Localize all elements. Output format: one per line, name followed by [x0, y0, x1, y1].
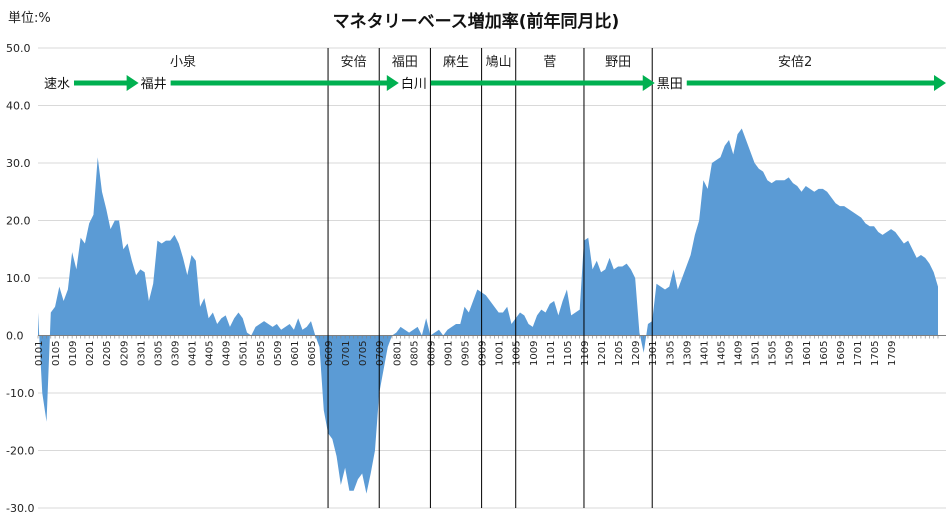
x-tick-label: 0401 [188, 341, 199, 366]
governor-arrow-head [126, 75, 139, 91]
governor-arrow-head [642, 75, 655, 91]
x-tick-label: 1505 [768, 341, 779, 366]
x-tick-label: 1201 [597, 341, 608, 366]
unit-label: 単位:% [8, 11, 51, 26]
x-tick-label: 1605 [819, 341, 830, 366]
x-tick-label: 1101 [546, 341, 557, 366]
era-label: 安倍 [341, 55, 367, 70]
x-tick-label: 0501 [239, 341, 250, 366]
x-tick-label: 1305 [665, 341, 676, 366]
x-tick-label: 1709 [887, 341, 898, 366]
x-tick-label: 0609 [324, 341, 335, 366]
x-tick-label: 1509 [785, 341, 796, 366]
x-tick-label: 1405 [716, 341, 727, 366]
x-tick-label: 1501 [751, 341, 762, 366]
y-tick-label: -10.0 [6, 387, 34, 400]
era-label: 安倍2 [778, 55, 812, 70]
x-tick-label: 0101 [34, 341, 45, 366]
x-tick-label: 0409 [222, 341, 233, 366]
governor-label: 白川 [401, 76, 427, 92]
x-tick-label: 0905 [461, 341, 472, 366]
x-tick-label: 0509 [273, 341, 284, 366]
y-tick-label: 40.0 [6, 100, 31, 113]
x-tick-label: 0601 [290, 341, 301, 366]
y-tick-label: 30.0 [6, 157, 31, 170]
x-tick-label: 1205 [614, 341, 625, 366]
x-tick-label: 1409 [734, 341, 745, 366]
x-tick-label: 1009 [529, 341, 540, 366]
x-tick-label: 0809 [426, 341, 437, 366]
x-tick-label: 1401 [699, 341, 710, 366]
x-tick-label: 0109 [68, 341, 79, 366]
era-dividers [327, 48, 653, 508]
series-area [38, 128, 938, 494]
x-axis: 0101 0105 0109 0201 0205 0209 0301 0305 0309 0401… [34, 335, 946, 366]
era-label: 福田 [392, 55, 418, 70]
x-tick-label: 0701 [341, 341, 352, 366]
x-tick-label: 0201 [85, 341, 96, 366]
x-tick-label: 1109 [580, 341, 591, 366]
x-tick-label: 0901 [443, 341, 454, 366]
x-tick-label: 0801 [392, 341, 403, 366]
x-tick-label: 0209 [119, 341, 130, 366]
x-tick-label: 0405 [205, 341, 216, 366]
x-tick-label: 0909 [478, 341, 489, 366]
y-tick-label: -30.0 [6, 502, 34, 515]
y-tick-label: 50.0 [6, 42, 31, 55]
x-tick-label: 0301 [136, 341, 147, 366]
y-axis: 50.0 40.0 30.0 20.0 10.0 0.0 -10.0 -20.0 -30.0 [6, 42, 34, 515]
x-tick-label: 0205 [102, 341, 113, 366]
x-tick-label: 1701 [853, 341, 864, 366]
x-tick-label: 1209 [631, 341, 642, 366]
x-tick-label: 0105 [51, 341, 62, 366]
x-tick-label: 1005 [512, 341, 523, 366]
governor-timeline: 速水 福井 白川 黒田 [44, 75, 946, 92]
x-tick-label: 1001 [495, 341, 506, 366]
x-tick-label: 0309 [170, 341, 181, 366]
era-label: 野田 [605, 55, 631, 70]
x-tick-label: 1105 [563, 341, 574, 366]
y-tick-label: 20.0 [6, 215, 31, 228]
x-tick-label: 1705 [870, 341, 881, 366]
y-tick-label: 0.0 [6, 330, 24, 343]
governor-label: 福井 [141, 77, 167, 92]
x-tick-label: 1301 [648, 341, 659, 366]
governor-arrow-head [386, 75, 399, 91]
gridlines [38, 47, 946, 509]
x-tick-label: 0805 [409, 341, 420, 366]
governor-label: 黒田 [657, 77, 683, 92]
x-tick-label: 0505 [256, 341, 267, 366]
governor-arrow-head [934, 75, 946, 91]
era-label: 菅 [543, 55, 556, 70]
era-label: 麻生 [443, 55, 469, 70]
x-tick-label: 1609 [836, 341, 847, 366]
era-label: 小泉 [170, 54, 196, 70]
x-tick-label: 0705 [358, 341, 369, 366]
area-path [38, 128, 938, 494]
era-label: 鳩山 [486, 55, 512, 70]
x-tick-label: 0305 [153, 341, 164, 366]
x-tick-label: 1309 [682, 341, 693, 366]
chart-title: マネタリーベース増加率(前年同月比) [332, 12, 620, 32]
y-tick-label: 10.0 [6, 272, 31, 285]
governor-label: 速水 [44, 77, 70, 92]
y-tick-label: -20.0 [6, 445, 34, 458]
x-tick-label: 1601 [802, 341, 813, 366]
x-tick-label: 0605 [307, 341, 318, 366]
era-labels: 小泉 安倍 福田 麻生 鳩山 菅 野田 安倍2 [170, 54, 812, 70]
x-tick-label: 0709 [375, 341, 386, 366]
